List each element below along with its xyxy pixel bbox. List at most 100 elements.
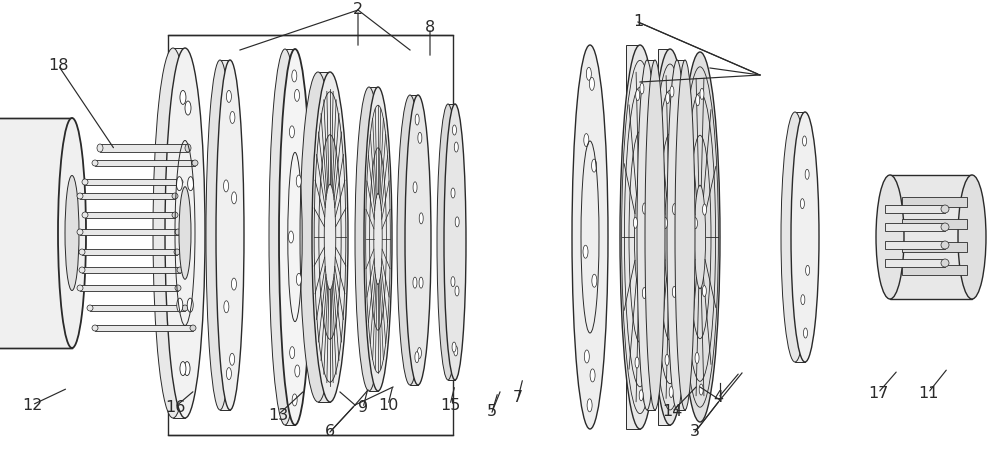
Ellipse shape: [455, 286, 459, 296]
Polygon shape: [885, 223, 945, 231]
Ellipse shape: [451, 188, 455, 198]
Text: 3: 3: [690, 425, 700, 439]
Polygon shape: [658, 49, 670, 425]
Ellipse shape: [941, 223, 949, 231]
Ellipse shape: [295, 365, 300, 377]
Text: 14: 14: [662, 404, 682, 419]
Ellipse shape: [65, 176, 79, 290]
Text: 1: 1: [633, 14, 643, 29]
Ellipse shape: [572, 45, 608, 429]
Polygon shape: [677, 60, 685, 410]
Text: 16: 16: [165, 399, 185, 415]
Ellipse shape: [355, 87, 383, 391]
Ellipse shape: [153, 48, 193, 418]
Ellipse shape: [584, 350, 589, 363]
Ellipse shape: [700, 88, 704, 99]
Text: 2: 2: [353, 2, 363, 17]
Ellipse shape: [590, 369, 595, 382]
Ellipse shape: [670, 86, 674, 97]
Ellipse shape: [165, 48, 205, 418]
Ellipse shape: [803, 136, 807, 146]
Text: 6: 6: [325, 425, 335, 439]
Ellipse shape: [941, 241, 949, 249]
Text: 15: 15: [440, 397, 460, 412]
Ellipse shape: [79, 249, 85, 255]
Text: 12: 12: [22, 397, 42, 412]
Ellipse shape: [405, 95, 431, 385]
Ellipse shape: [693, 218, 697, 229]
Ellipse shape: [417, 347, 421, 359]
Ellipse shape: [180, 361, 186, 375]
Ellipse shape: [876, 175, 904, 299]
Ellipse shape: [175, 229, 181, 235]
Ellipse shape: [455, 217, 459, 227]
Polygon shape: [647, 60, 655, 410]
Ellipse shape: [279, 49, 311, 425]
Bar: [168, 35, 453, 435]
Ellipse shape: [958, 175, 986, 299]
Ellipse shape: [296, 273, 301, 285]
Polygon shape: [902, 265, 967, 275]
Ellipse shape: [97, 144, 103, 152]
Ellipse shape: [182, 305, 188, 311]
Ellipse shape: [180, 91, 186, 105]
Ellipse shape: [587, 399, 592, 412]
Ellipse shape: [232, 192, 237, 204]
Ellipse shape: [941, 205, 949, 213]
Ellipse shape: [452, 342, 456, 352]
Polygon shape: [80, 229, 178, 235]
Ellipse shape: [703, 204, 707, 215]
Text: 5: 5: [487, 404, 497, 419]
Ellipse shape: [216, 60, 244, 410]
Ellipse shape: [665, 354, 669, 366]
Ellipse shape: [364, 87, 392, 391]
Ellipse shape: [669, 387, 673, 397]
Polygon shape: [885, 241, 945, 249]
Polygon shape: [885, 205, 945, 213]
Ellipse shape: [289, 126, 294, 138]
Ellipse shape: [454, 142, 458, 152]
Ellipse shape: [673, 204, 677, 215]
Ellipse shape: [413, 277, 417, 288]
Ellipse shape: [300, 72, 336, 402]
Ellipse shape: [177, 298, 183, 312]
Ellipse shape: [667, 60, 687, 410]
Ellipse shape: [583, 245, 588, 258]
Ellipse shape: [415, 114, 419, 125]
Ellipse shape: [781, 112, 809, 362]
Polygon shape: [890, 175, 972, 299]
Ellipse shape: [702, 285, 706, 297]
Polygon shape: [369, 87, 378, 391]
Ellipse shape: [188, 177, 194, 191]
Ellipse shape: [801, 295, 805, 304]
Ellipse shape: [172, 193, 178, 199]
Ellipse shape: [636, 90, 640, 100]
Ellipse shape: [82, 179, 88, 185]
Ellipse shape: [230, 112, 235, 123]
Ellipse shape: [77, 285, 83, 291]
Ellipse shape: [172, 212, 178, 218]
Polygon shape: [80, 285, 178, 291]
Ellipse shape: [643, 203, 647, 214]
Polygon shape: [0, 118, 72, 348]
Polygon shape: [285, 49, 295, 425]
Polygon shape: [100, 144, 188, 152]
Polygon shape: [95, 325, 193, 331]
Ellipse shape: [805, 170, 809, 179]
Ellipse shape: [226, 91, 231, 102]
Ellipse shape: [175, 285, 181, 291]
Ellipse shape: [642, 288, 646, 298]
Ellipse shape: [415, 352, 419, 363]
Polygon shape: [626, 45, 640, 429]
Polygon shape: [80, 193, 175, 199]
Ellipse shape: [806, 265, 810, 276]
Ellipse shape: [695, 353, 699, 363]
Text: 13: 13: [268, 408, 288, 423]
Ellipse shape: [413, 182, 417, 193]
Ellipse shape: [675, 60, 695, 410]
Polygon shape: [173, 48, 185, 418]
Ellipse shape: [454, 346, 458, 356]
Ellipse shape: [418, 132, 422, 143]
Polygon shape: [885, 259, 945, 267]
Ellipse shape: [224, 180, 229, 192]
